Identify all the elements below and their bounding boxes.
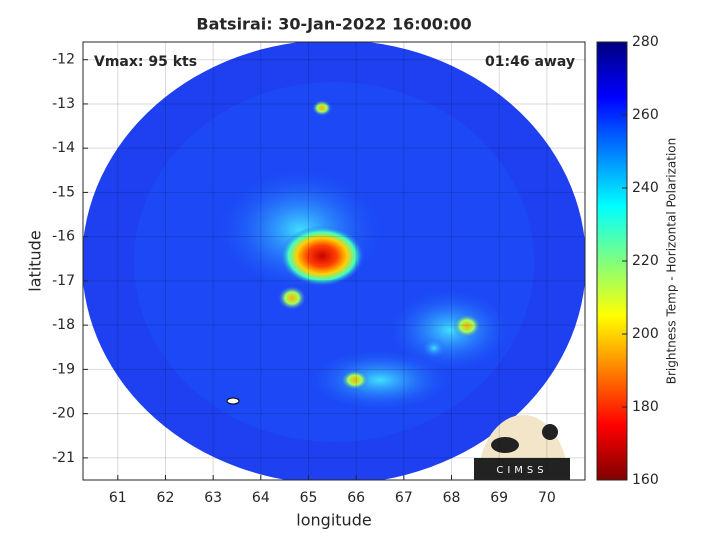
- colorbar-tick-label: 200: [632, 326, 659, 342]
- colorbar-tick-label: 240: [632, 180, 659, 196]
- plot-frame: [82, 41, 586, 481]
- colorbar-tick-label: 220: [632, 253, 659, 269]
- colorbar-tick-label: 260: [632, 107, 659, 123]
- y-tick-label: -15: [52, 184, 75, 200]
- y-tick-label: -14: [52, 140, 75, 156]
- y-tick-label: -17: [52, 273, 75, 289]
- y-tick-label: -21: [52, 450, 75, 466]
- x-tick-label: 68: [443, 490, 461, 506]
- y-tick-label: -12: [52, 52, 75, 68]
- chart-title: Batsirai: 30-Jan-2022 16:00:00: [196, 15, 471, 34]
- satellite-image: [83, 42, 585, 480]
- x-tick-label: 70: [538, 490, 556, 506]
- x-tick-label: 61: [109, 490, 127, 506]
- x-tick-label: 62: [157, 490, 175, 506]
- y-tick-label: -20: [52, 406, 75, 422]
- y-axis-label: latitude: [26, 230, 45, 291]
- colorbar-tick-label: 280: [632, 34, 659, 50]
- cimss-logo: CIMSS: [474, 415, 570, 480]
- x-axis-label: longitude: [296, 511, 371, 530]
- x-tick-label: 67: [395, 490, 413, 506]
- x-tick-label: 65: [300, 490, 318, 506]
- annotation: Vmax: 95 kts: [94, 54, 197, 70]
- x-tick-label: 66: [347, 490, 365, 506]
- colorbar-label: Brightness Temp - Horizontal Polarizatio…: [665, 138, 679, 385]
- x-tick-label: 63: [204, 490, 222, 506]
- y-tick-label: -16: [52, 229, 75, 245]
- annotation: 01:46 away: [485, 54, 575, 70]
- logo-text: CIMSS: [496, 465, 547, 476]
- y-tick-label: -13: [52, 96, 75, 112]
- x-tick-label: 69: [490, 490, 508, 506]
- x-tick-label: 64: [252, 490, 270, 506]
- colorbar-tick-label: 160: [632, 472, 659, 488]
- colorbar-tick-label: 180: [632, 399, 659, 415]
- y-tick-label: -19: [52, 361, 75, 377]
- y-tick-label: -18: [52, 317, 75, 333]
